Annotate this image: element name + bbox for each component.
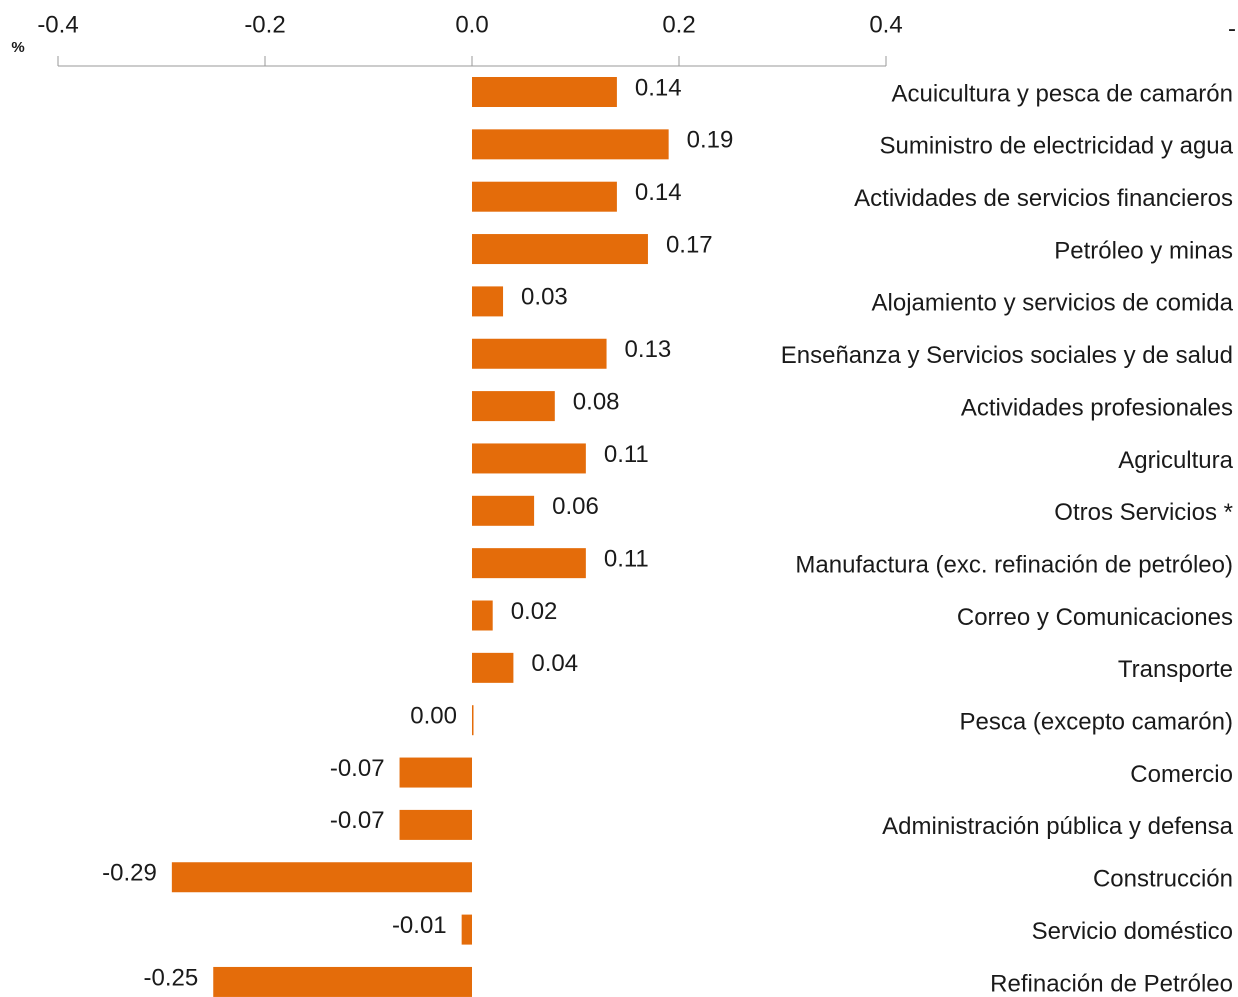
bar (472, 286, 504, 317)
bar (399, 809, 472, 840)
x-tick-label: 0.0 (455, 11, 488, 38)
value-label: 0.11 (604, 545, 649, 572)
bar (399, 757, 472, 788)
category-label: Actividades profesionales (961, 394, 1233, 421)
category-label: Alojamiento y servicios de comida (872, 290, 1234, 317)
category-label: Enseñanza y Servicios sociales y de salu… (781, 342, 1233, 369)
value-label: 0.14 (635, 179, 682, 206)
category-label: Pesca (excepto camarón) (960, 709, 1233, 736)
bar (213, 966, 472, 997)
value-label: -0.07 (330, 807, 385, 834)
value-label: 0.02 (511, 598, 558, 625)
x-tick-label: 0.2 (662, 11, 695, 38)
x-tick-label: -0.2 (244, 11, 285, 38)
value-label: -0.07 (330, 755, 385, 782)
category-label: Acuicultura y pesca de camarón (891, 80, 1233, 107)
category-label: Manufactura (exc. refinación de petróleo… (795, 551, 1233, 578)
annotation: - (1228, 15, 1236, 42)
bar (472, 391, 555, 422)
bar (472, 181, 617, 212)
value-label: -0.01 (392, 912, 447, 939)
value-label: -0.25 (144, 964, 199, 991)
category-label: Otros Servicios * (1054, 499, 1233, 526)
bar (171, 862, 472, 893)
category-label: Correo y Comunicaciones (957, 604, 1233, 631)
value-label: 0.08 (573, 388, 620, 415)
value-label: 0.13 (625, 336, 672, 363)
bar (472, 705, 474, 736)
x-tick-label: 0.4 (869, 11, 902, 38)
bar (472, 443, 586, 474)
category-label: Agricultura (1118, 447, 1233, 474)
category-label: Construcción (1093, 866, 1233, 893)
bar (472, 234, 648, 265)
bar (472, 129, 669, 160)
value-label: 0.11 (604, 441, 649, 468)
value-label: 0.00 (410, 703, 457, 730)
bar (472, 548, 586, 579)
value-label: 0.19 (687, 127, 734, 154)
bar (472, 600, 493, 631)
category-label: Comercio (1130, 761, 1233, 788)
category-label: Refinación de Petróleo (990, 970, 1233, 997)
bar (472, 77, 617, 107)
value-label: 0.06 (552, 493, 599, 520)
category-label: Actividades de servicios financieros (854, 185, 1233, 212)
value-label: -0.29 (102, 860, 157, 887)
category-label: Suministro de electricidad y agua (879, 133, 1233, 160)
bar (472, 495, 535, 526)
value-label: 0.03 (521, 284, 568, 311)
value-label: 0.14 (635, 74, 682, 101)
x-tick-label: -0.4 (37, 11, 78, 38)
value-label: 0.04 (531, 650, 578, 677)
category-label: Transporte (1118, 656, 1233, 683)
bar (472, 652, 514, 683)
category-label: Petróleo y minas (1054, 237, 1233, 264)
value-label: 0.17 (666, 231, 713, 258)
bar (472, 338, 607, 369)
axis-unit: % (11, 39, 24, 56)
bar (461, 914, 472, 945)
category-label: Administración pública y defensa (882, 813, 1234, 840)
category-label: Servicio doméstico (1032, 918, 1233, 945)
